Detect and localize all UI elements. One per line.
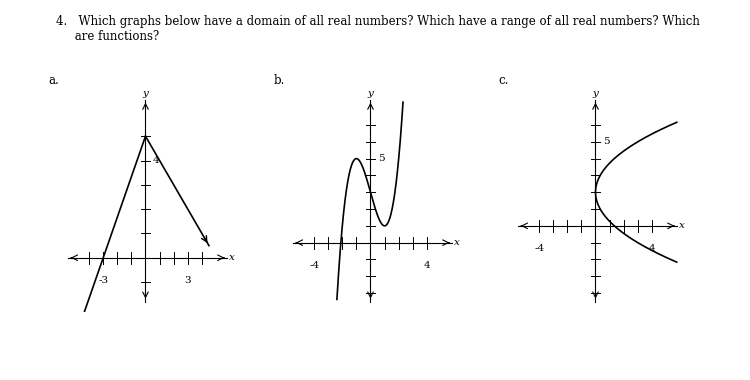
- Text: x: x: [679, 221, 685, 230]
- Text: y: y: [592, 89, 598, 98]
- Text: -4: -4: [309, 261, 320, 270]
- Text: 4: 4: [649, 244, 656, 253]
- Text: a.: a.: [49, 74, 59, 87]
- Text: b.: b.: [274, 74, 285, 87]
- Text: 5: 5: [378, 154, 385, 163]
- Text: 4: 4: [424, 261, 430, 270]
- Text: x: x: [454, 238, 460, 247]
- Text: 5: 5: [603, 137, 610, 146]
- Text: -3: -3: [98, 276, 108, 285]
- Text: y: y: [368, 89, 374, 98]
- Text: 4: 4: [153, 156, 160, 165]
- Text: x: x: [229, 253, 235, 262]
- Text: -4: -4: [534, 244, 544, 253]
- Text: 3: 3: [184, 276, 191, 285]
- Text: 4.   Which graphs below have a domain of all real numbers? Which have a range of: 4. Which graphs below have a domain of a…: [56, 15, 701, 43]
- Text: y: y: [142, 89, 148, 98]
- Text: c.: c.: [499, 74, 509, 87]
